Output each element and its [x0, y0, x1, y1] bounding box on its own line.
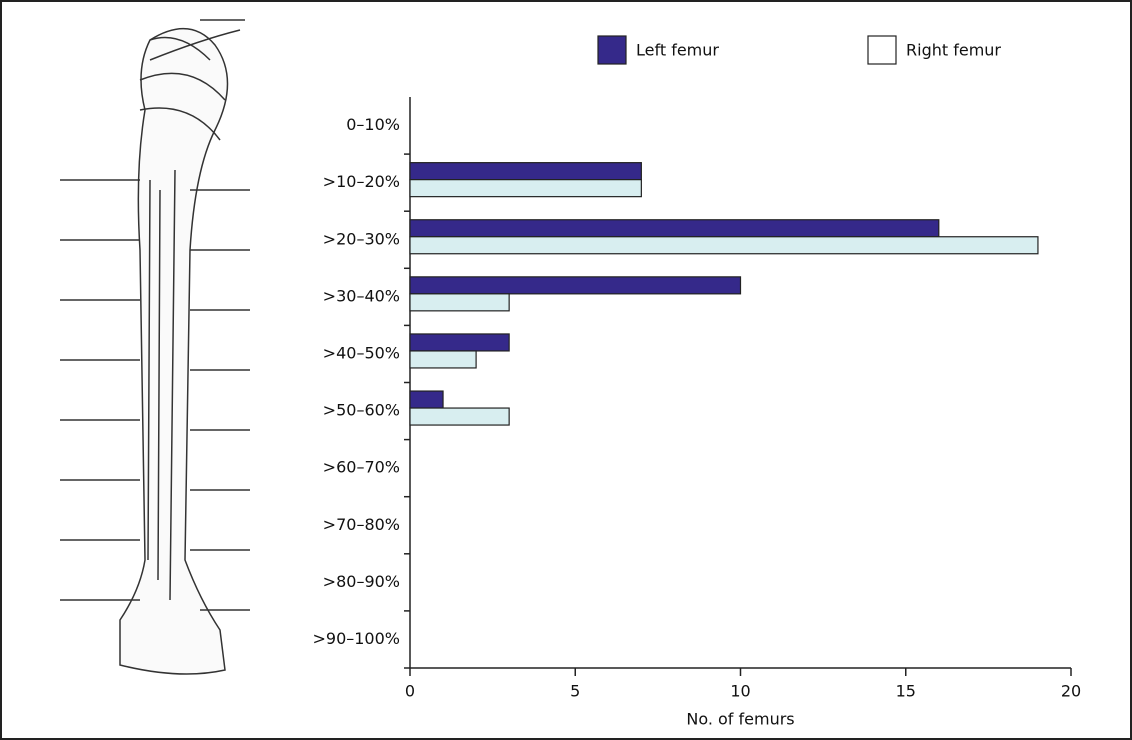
legend-swatch [598, 36, 626, 64]
legend-label: Left femur [636, 41, 719, 60]
y-tick-label: >90–100% [312, 629, 400, 648]
x-tick-label: 15 [896, 682, 916, 701]
chart: 0 5 10 15 20 No. of femurs 0–10% >10–20% >20–30%… [0, 0, 1132, 740]
bar [410, 334, 509, 351]
y-tick-label: 0–10% [346, 115, 400, 134]
bar [410, 294, 509, 311]
bar [410, 163, 641, 180]
bar [410, 351, 476, 368]
y-tick-label: >70–80% [323, 515, 400, 534]
y-tick-label: >50–60% [323, 401, 400, 420]
x-tick-label: 20 [1061, 682, 1081, 701]
bar [410, 180, 641, 197]
y-tick-label: >40–50% [323, 343, 400, 362]
bar [410, 237, 1038, 254]
x-tick-label: 0 [405, 682, 415, 701]
x-tick-label: 10 [730, 682, 750, 701]
y-tick-label: >60–70% [323, 458, 400, 477]
x-axis-label: No. of femurs [686, 710, 794, 729]
bar [410, 220, 939, 237]
y-tick-label: >10–20% [323, 172, 400, 191]
y-tick-label: >30–40% [323, 286, 400, 305]
page: 0 5 10 15 20 No. of femurs 0–10% >10–20% >20–30%… [0, 0, 1132, 740]
x-tick-label: 5 [570, 682, 580, 701]
bar [410, 391, 443, 408]
legend-swatch [868, 36, 896, 64]
legend-label: Right femur [906, 41, 1001, 60]
bar [410, 408, 509, 425]
y-tick-label: >20–30% [323, 229, 400, 248]
y-tick-label: >80–90% [323, 572, 400, 591]
bar [410, 277, 741, 294]
